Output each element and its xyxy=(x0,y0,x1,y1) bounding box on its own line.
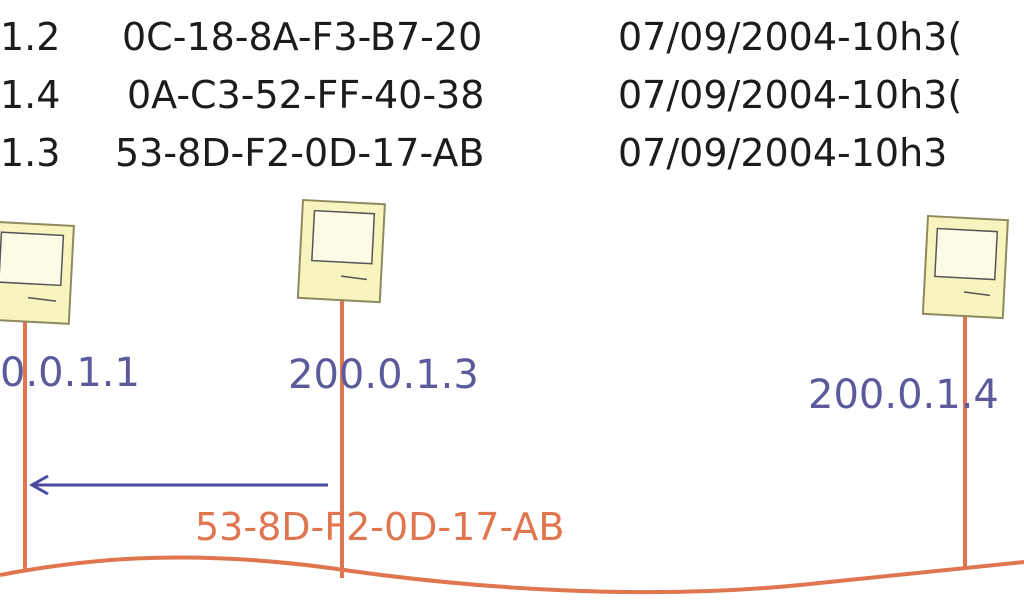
arp-mac: 0A-C3-52-FF-40-38 xyxy=(127,73,485,117)
arp-ip: 1.2 xyxy=(0,15,61,59)
host-ip-label: 200.0.1.4 xyxy=(808,372,999,418)
arp-mac: 0C-18-8A-F3-B7-20 xyxy=(122,15,483,59)
computer-icon xyxy=(0,220,75,325)
packet-mac-label: 53-8D-F2-0D-17-AB xyxy=(195,505,565,549)
arp-ip: 1.4 xyxy=(0,73,61,117)
arp-date: 07/09/2004-10h3( xyxy=(618,73,963,117)
computer-icon xyxy=(921,214,1009,320)
host-ip-label: 200.0.1.3 xyxy=(288,352,479,398)
arp-ip: 1.3 xyxy=(0,131,61,175)
host-ip-label: 0.0.1.1 xyxy=(0,350,140,396)
arp-date: 07/09/2004-10h3 xyxy=(618,131,948,175)
arp-date: 07/09/2004-10h3( xyxy=(618,15,963,59)
network-bus xyxy=(0,555,1024,595)
computer-icon xyxy=(296,198,386,304)
arrow-left-icon xyxy=(28,474,328,496)
arp-mac: 53-8D-F2-0D-17-AB xyxy=(115,131,485,175)
